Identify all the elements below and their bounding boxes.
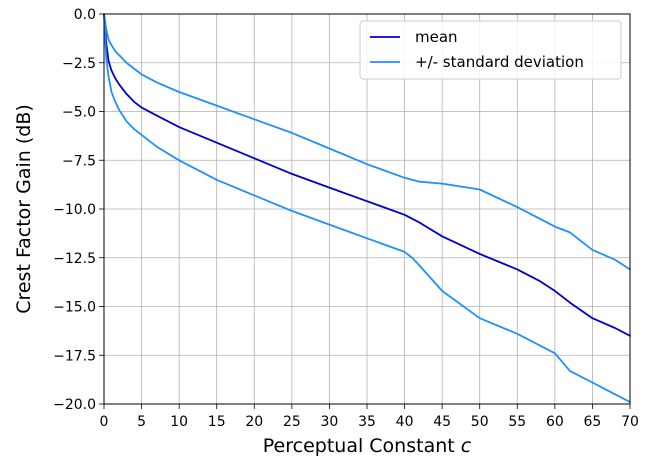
y-tick-label: −7.5: [62, 153, 96, 169]
x-axis-label-italic: c: [461, 435, 472, 457]
x-tick-label: 25: [283, 414, 301, 430]
x-tick-label: 15: [208, 414, 226, 430]
y-tick-label: −10.0: [53, 202, 96, 218]
y-tick-label: −20.0: [53, 397, 96, 413]
x-tick-label: 0: [100, 414, 109, 430]
x-tick-label: 30: [321, 414, 339, 430]
x-tick-label: 70: [621, 414, 639, 430]
x-tick-label: 35: [358, 414, 376, 430]
y-tick-label: −2.5: [62, 56, 96, 72]
x-tick-label: 65: [584, 414, 602, 430]
y-tick-label: 0.0: [74, 7, 96, 23]
y-tick-label: −15.0: [53, 300, 96, 316]
x-axis-label-text: Perceptual Constant: [263, 435, 461, 457]
series-line-lower-std: [103, 13, 631, 403]
ticks: 0 5 10 15 20 25 30 35 40 45 50 55 60 65 70 0.0 −2.5 −5.0 −…: [53, 7, 639, 430]
x-tick-label: 50: [471, 414, 489, 430]
y-tick-label: −17.5: [53, 348, 96, 364]
x-tick-label: 60: [546, 414, 564, 430]
legend-box: [359, 20, 622, 80]
x-tick-label: 20: [245, 414, 263, 430]
y-tick-label: −12.5: [53, 251, 96, 267]
x-tick-label: 45: [433, 414, 451, 430]
x-tick-label: 10: [170, 414, 188, 430]
y-axis-label: Crest Factor Gain (dB): [13, 104, 35, 314]
x-tick-label: 5: [137, 414, 146, 430]
y-tick-label: −5.0: [62, 105, 96, 121]
series-line-mean: [103, 13, 631, 337]
x-tick-label: 40: [396, 414, 414, 430]
x-tick-label: 55: [508, 414, 526, 430]
series-line-upper-std: [103, 13, 631, 271]
legend: mean +/- standard deviation: [359, 20, 622, 80]
legend-label: +/- standard deviation: [415, 53, 584, 71]
series-layer: [103, 13, 631, 403]
legend-label: mean: [415, 28, 458, 46]
x-axis-label: Perceptual Constant c: [263, 435, 472, 457]
